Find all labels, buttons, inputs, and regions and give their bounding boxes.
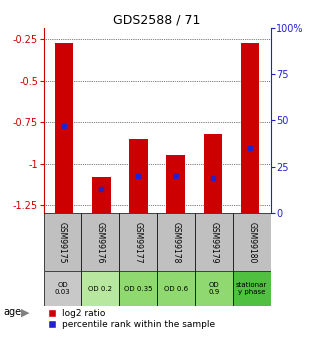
Bar (81, 213, 119, 272)
Legend: log2 ratio, percentile rank within the sample: log2 ratio, percentile rank within the s… (48, 309, 216, 329)
Text: OD
0.9: OD 0.9 (208, 282, 220, 295)
Bar (166, 155, 185, 213)
Bar (241, 42, 259, 213)
Bar (44, 213, 81, 272)
Text: OD 0.35: OD 0.35 (124, 286, 152, 292)
Text: age: age (3, 307, 21, 317)
Bar (81, 272, 119, 306)
Text: ▶: ▶ (21, 307, 30, 317)
Bar (55, 42, 73, 213)
Bar (119, 272, 157, 306)
Bar (233, 272, 271, 306)
Text: GSM99180: GSM99180 (247, 221, 256, 263)
Bar (195, 213, 233, 272)
Text: OD 0.6: OD 0.6 (164, 286, 188, 292)
Text: GSM99175: GSM99175 (58, 221, 67, 263)
Text: GSM99177: GSM99177 (134, 221, 143, 263)
Text: OD 0.2: OD 0.2 (88, 286, 112, 292)
Text: GSM99179: GSM99179 (209, 221, 218, 263)
Bar (92, 177, 110, 213)
Bar (157, 272, 195, 306)
Bar (44, 272, 81, 306)
Text: OD
0.03: OD 0.03 (55, 282, 70, 295)
Text: GSM99178: GSM99178 (171, 221, 180, 263)
Bar (195, 272, 233, 306)
Title: GDS2588 / 71: GDS2588 / 71 (114, 13, 201, 27)
Bar (204, 134, 222, 213)
Text: GSM99176: GSM99176 (96, 221, 105, 263)
Bar (233, 213, 271, 272)
Bar (129, 139, 148, 213)
Bar (119, 213, 157, 272)
Text: stationar
y phase: stationar y phase (236, 282, 267, 295)
Bar (157, 213, 195, 272)
